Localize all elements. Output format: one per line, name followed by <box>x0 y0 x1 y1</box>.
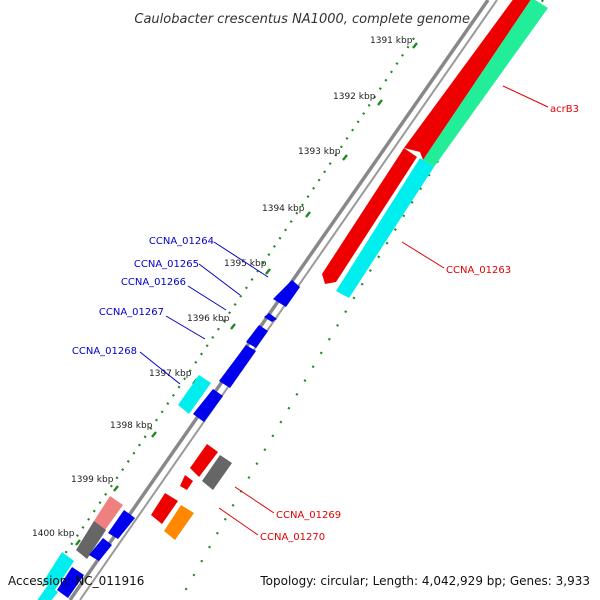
kbp-tick-mark <box>377 99 383 106</box>
kbp-tick-mark <box>265 268 271 275</box>
kbp-tick-label: 1392 kbp <box>333 92 376 102</box>
gene-feature-gene-cyan-3[interactable] <box>36 585 58 600</box>
gene-feature-CCNA-01264-block[interactable] <box>273 280 300 307</box>
gene-label-CCNA-01267[interactable]: CCNA_01267 <box>99 307 164 318</box>
gene-feature-CCNA-01270-red[interactable] <box>151 493 178 524</box>
gene-feature-CCNA-01270-orange[interactable] <box>164 505 194 540</box>
gene-feature-acrB3-arrow[interactable] <box>404 0 532 160</box>
gene-feature-gene-pink[interactable] <box>94 496 123 530</box>
kbp-tick-label: 1397 kbp <box>149 369 192 379</box>
kbp-tick-mark <box>305 211 311 218</box>
kbp-tick-mark <box>342 154 348 161</box>
kbp-tick-label: 1395 kbp <box>224 259 267 269</box>
gene-feature-CCNA-01267-block[interactable] <box>219 345 256 388</box>
gene-feature-CCNA-01269-small[interactable] <box>180 475 193 490</box>
gene-label-CCNA-01264[interactable]: CCNA_01264 <box>149 236 214 247</box>
gene-feature-CCNA-01269-gray[interactable] <box>202 455 232 490</box>
gene-label-CCNA-01269[interactable]: CCNA_01269 <box>276 510 341 521</box>
gene-feature-CCNA-01268-blue[interactable] <box>193 389 223 422</box>
gene-feature-gene-blue-4[interactable] <box>57 567 84 598</box>
kbp-tick-label: 1400 kbp <box>32 529 75 539</box>
kbp-tick-label: 1396 kbp <box>187 314 230 324</box>
gene-feature-gene-blue-2[interactable] <box>108 510 135 539</box>
gene-label-CCNA-01268[interactable]: CCNA_01268 <box>72 346 137 357</box>
kbp-tick-label: 1399 kbp <box>71 475 114 485</box>
accession-text: Accession: NC_011916 <box>8 574 145 588</box>
gene-label-acrB3[interactable]: acrB3 <box>550 104 579 115</box>
kbp-tick-mark <box>230 323 236 330</box>
gene-feature-gene-blue-3[interactable] <box>89 538 112 561</box>
kbp-tick-label: 1394 kbp <box>262 204 305 214</box>
kbp-tick-label: 1391 kbp <box>370 36 413 46</box>
gene-feature-CCNA-01269-arrow[interactable] <box>190 444 218 477</box>
gene-features <box>36 0 548 600</box>
gene-label-CCNA-01270[interactable]: CCNA_01270 <box>260 532 325 543</box>
backbone-circle-arc <box>68 0 490 600</box>
kbp-tick-label: 1398 kbp <box>110 421 153 431</box>
genome-summary-text: Topology: circular; Length: 4,042,929 bp… <box>260 574 590 588</box>
map-title: Caulobacter crescentus NA1000, complete … <box>134 12 470 27</box>
gene-feature-CCNA-01268-cyan[interactable] <box>178 375 211 414</box>
inner-dotted-guide <box>179 0 544 600</box>
kbp-tick-label: 1393 kbp <box>298 147 341 157</box>
gene-feature-acrB3-inner-band[interactable] <box>423 0 548 167</box>
gene-feature-gene-cyan-2[interactable] <box>43 552 74 590</box>
gene-label-CCNA-01266[interactable]: CCNA_01266 <box>121 277 186 288</box>
gene-label-CCNA-01265[interactable]: CCNA_01265 <box>134 259 199 270</box>
gene-feature-gene-gray-2[interactable] <box>76 521 106 559</box>
gene-feature-CCNA-01266-block[interactable] <box>246 325 268 348</box>
gene-feature-CCNA-01263-arrow[interactable] <box>322 148 417 284</box>
kbp-tick-mark <box>113 485 119 492</box>
kbp-tick-mark <box>75 539 81 546</box>
label-leader-lines <box>139 85 549 536</box>
gene-feature-CCNA-01265-block[interactable] <box>264 313 277 322</box>
gene-label-CCNA-01263[interactable]: CCNA_01263 <box>446 265 511 276</box>
forward-strand-arc <box>79 0 498 600</box>
gene-feature-CCNA-01263-band[interactable] <box>336 158 434 298</box>
kbp-tick-mark <box>412 42 418 49</box>
kbp-tick-mark <box>151 431 157 438</box>
